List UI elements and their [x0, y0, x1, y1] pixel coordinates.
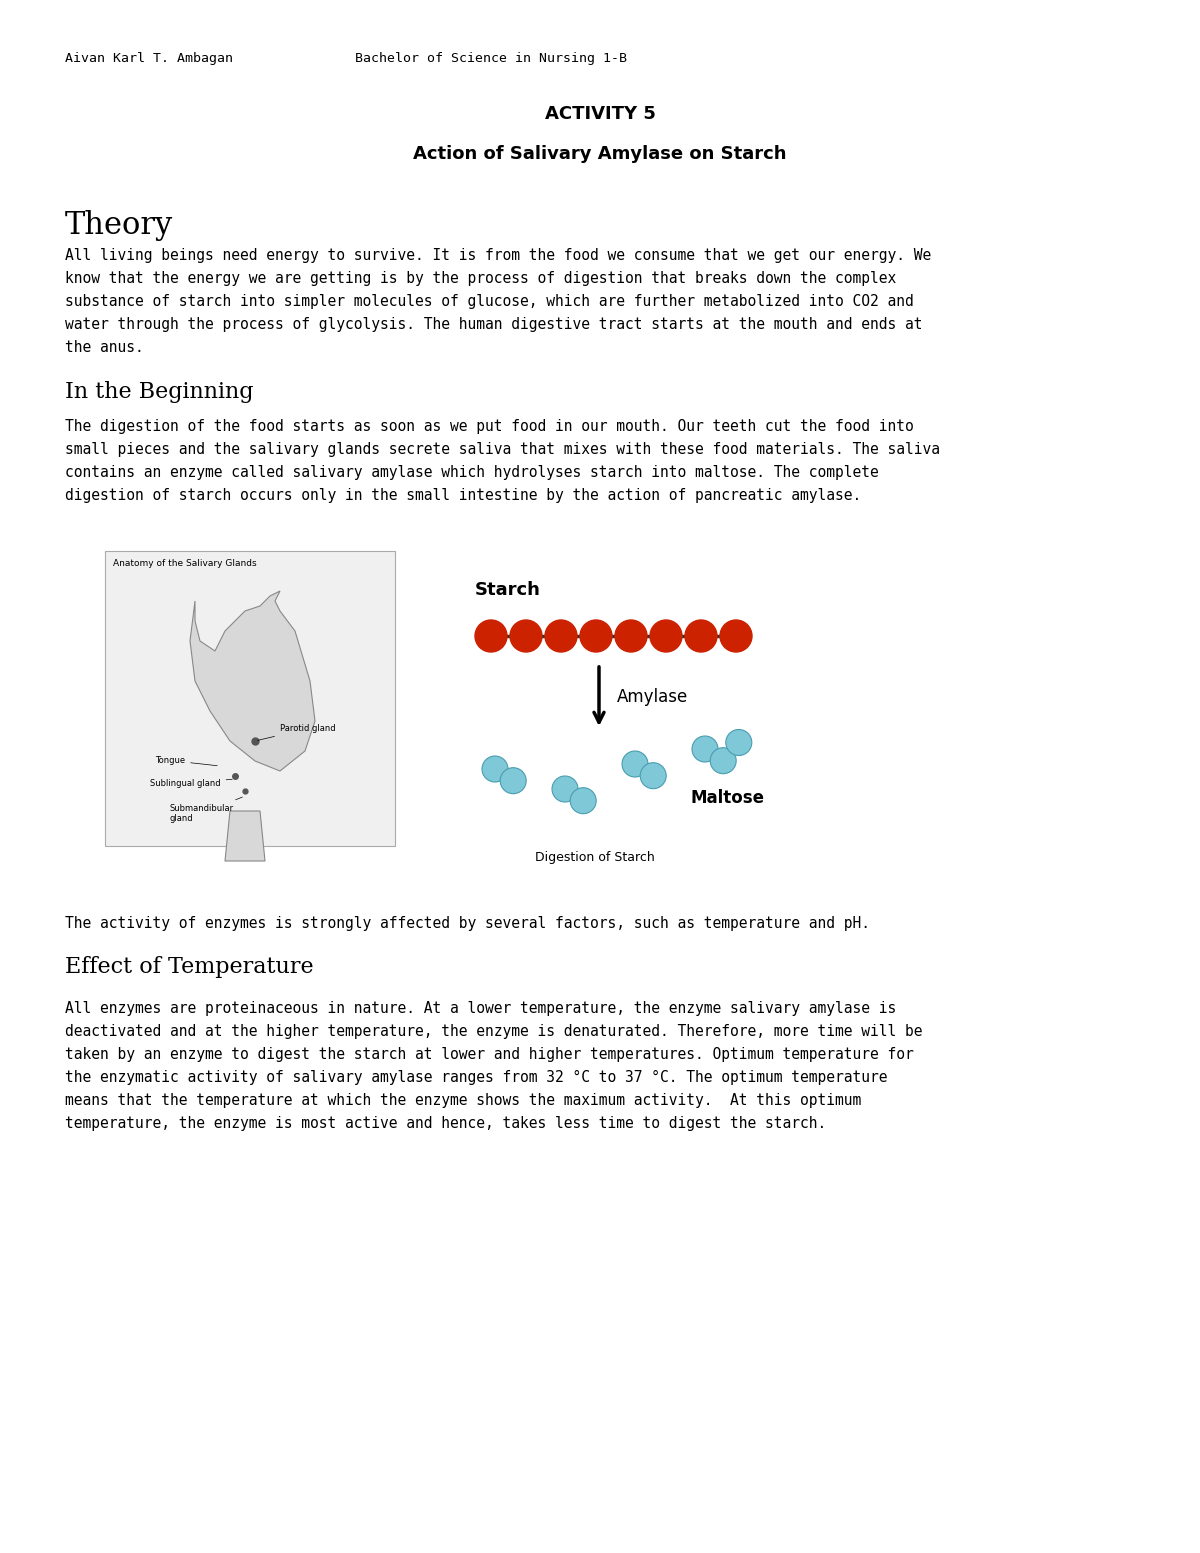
Circle shape [720, 620, 752, 652]
Text: small pieces and the salivary glands secrete saliva that mixes with these food m: small pieces and the salivary glands sec… [65, 443, 940, 457]
Text: All enzymes are proteinaceous in nature. At a lower temperature, the enzyme sali: All enzymes are proteinaceous in nature.… [65, 1002, 896, 1016]
Circle shape [641, 763, 666, 789]
Text: Tongue: Tongue [155, 756, 217, 766]
Circle shape [552, 776, 578, 801]
Text: contains an enzyme called salivary amylase which hydrolyses starch into maltose.: contains an enzyme called salivary amyla… [65, 464, 878, 480]
Text: Theory: Theory [65, 210, 173, 241]
Text: In the Beginning: In the Beginning [65, 380, 253, 402]
Text: The activity of enzymes is strongly affected by several factors, such as tempera: The activity of enzymes is strongly affe… [65, 916, 870, 930]
Circle shape [726, 730, 751, 755]
Polygon shape [226, 811, 265, 860]
Text: All living beings need energy to survive. It is from the food we consume that we: All living beings need energy to survive… [65, 248, 931, 262]
Circle shape [570, 787, 596, 814]
Circle shape [650, 620, 682, 652]
Text: Starch: Starch [475, 581, 541, 599]
Text: taken by an enzyme to digest the starch at lower and higher temperatures. Optimu: taken by an enzyme to digest the starch … [65, 1047, 913, 1062]
Circle shape [510, 620, 542, 652]
Text: Parotid gland: Parotid gland [258, 724, 336, 741]
Text: digestion of starch occurs only in the small intestine by the action of pancreat: digestion of starch occurs only in the s… [65, 488, 862, 503]
Text: deactivated and at the higher temperature, the enzyme is denaturated. Therefore,: deactivated and at the higher temperatur… [65, 1023, 923, 1039]
Polygon shape [190, 592, 314, 770]
Text: Action of Salivary Amylase on Starch: Action of Salivary Amylase on Starch [413, 144, 787, 163]
Text: Anatomy of the Salivary Glands: Anatomy of the Salivary Glands [113, 559, 257, 568]
Circle shape [692, 736, 718, 763]
Text: temperature, the enzyme is most active and hence, takes less time to digest the : temperature, the enzyme is most active a… [65, 1117, 827, 1131]
Text: Digestion of Starch: Digestion of Starch [535, 851, 655, 863]
Text: Amylase: Amylase [617, 688, 689, 707]
Circle shape [580, 620, 612, 652]
Circle shape [475, 620, 508, 652]
Circle shape [500, 767, 527, 794]
Text: water through the process of glycolysis. The human digestive tract starts at the: water through the process of glycolysis.… [65, 317, 923, 332]
Text: The digestion of the food starts as soon as we put food in our mouth. Our teeth : The digestion of the food starts as soon… [65, 419, 913, 433]
Text: means that the temperature at which the enzyme shows the maximum activity.  At t: means that the temperature at which the … [65, 1093, 862, 1107]
FancyBboxPatch shape [106, 551, 395, 846]
Circle shape [622, 752, 648, 776]
Text: the enzymatic activity of salivary amylase ranges from 32 °C to 37 °C. The optim: the enzymatic activity of salivary amyla… [65, 1070, 888, 1086]
Text: substance of starch into simpler molecules of glucose, which are further metabol: substance of starch into simpler molecul… [65, 294, 913, 309]
Text: Submandibular
gland: Submandibular gland [170, 797, 242, 823]
Text: Bachelor of Science in Nursing 1-B: Bachelor of Science in Nursing 1-B [355, 51, 628, 65]
Circle shape [685, 620, 718, 652]
Text: the anus.: the anus. [65, 340, 144, 356]
Circle shape [710, 747, 737, 773]
Circle shape [545, 620, 577, 652]
Text: Sublingual gland: Sublingual gland [150, 780, 233, 787]
Text: Aivan Karl T. Ambagan: Aivan Karl T. Ambagan [65, 51, 233, 65]
Text: Maltose: Maltose [690, 789, 764, 808]
Text: know that the energy we are getting is by the process of digestion that breaks d: know that the energy we are getting is b… [65, 272, 896, 286]
Text: Effect of Temperature: Effect of Temperature [65, 957, 313, 978]
Circle shape [482, 756, 508, 783]
Text: ACTIVITY 5: ACTIVITY 5 [545, 106, 655, 123]
Circle shape [616, 620, 647, 652]
